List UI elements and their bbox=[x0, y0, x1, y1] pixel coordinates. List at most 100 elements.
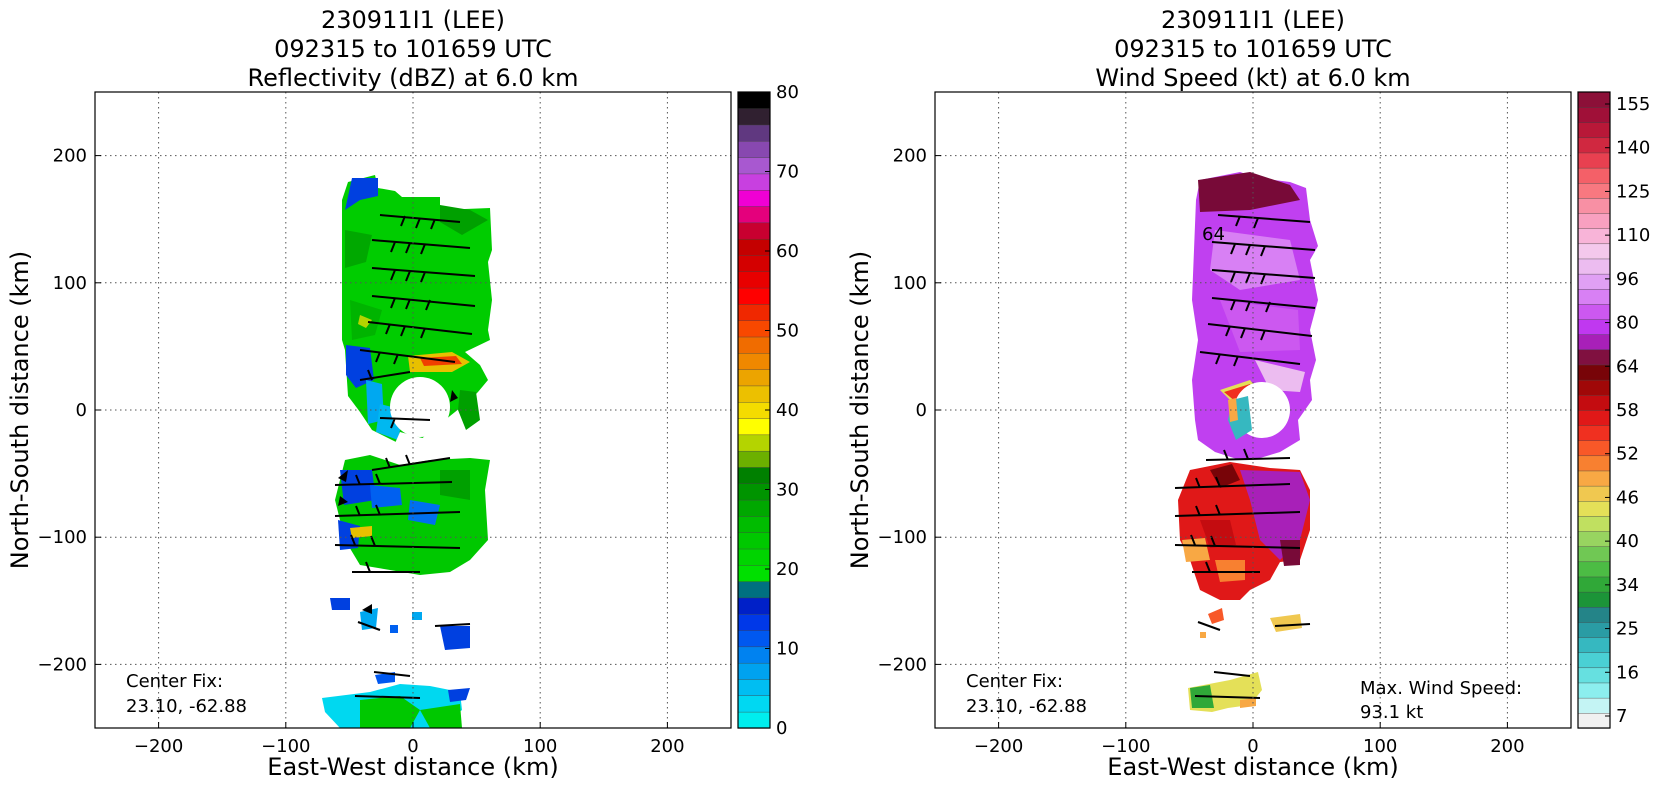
colorbar-segment bbox=[737, 417, 771, 436]
left-center-fix-label: Center Fix: bbox=[126, 671, 223, 692]
colorbar-segment bbox=[1577, 122, 1611, 139]
colorbar-segment bbox=[737, 91, 771, 109]
wind-speed-colorbar: 7 16 25 34 40 46 52 58 64 80 96 110 125 140 155 bbox=[1577, 91, 1650, 729]
colorbar-segment bbox=[1577, 712, 1611, 729]
colorbar-tick-label: 52 bbox=[1616, 444, 1639, 465]
colorbar-segment bbox=[1577, 576, 1611, 593]
colorbar-segment bbox=[1577, 546, 1611, 563]
colorbar-tick-label: 155 bbox=[1616, 94, 1650, 115]
colorbar-tick-label: 80 bbox=[1616, 313, 1639, 334]
colorbar-segment bbox=[737, 499, 771, 517]
colorbar-segment bbox=[737, 695, 771, 713]
right-x-axis-label: East-West distance (km) bbox=[1107, 753, 1398, 781]
colorbar-tick-label: 96 bbox=[1616, 269, 1639, 290]
x-tick-label: 100 bbox=[1363, 736, 1397, 757]
colorbar-segment bbox=[1577, 697, 1611, 714]
colorbar-segment bbox=[737, 434, 771, 452]
right-y-axis-label: North-South distance (km) bbox=[846, 251, 874, 570]
colorbar-segment bbox=[1577, 606, 1611, 623]
colorbar-segment bbox=[737, 287, 771, 305]
reflectivity-panel: 230911I1 (LEE) 092315 to 101659 UTC Refl… bbox=[6, 6, 799, 781]
y-tick-label: −200 bbox=[38, 654, 87, 675]
colorbar-segment bbox=[1577, 530, 1611, 547]
colorbar-tick-label: 58 bbox=[1616, 400, 1639, 421]
colorbar-tick-label: 70 bbox=[776, 162, 799, 183]
colorbar-tick-label: 0 bbox=[776, 718, 787, 739]
colorbar-tick-label: 20 bbox=[776, 559, 799, 580]
right-field-title: Wind Speed (kt) at 6.0 km bbox=[1095, 64, 1410, 92]
colorbar-segment bbox=[1577, 667, 1611, 684]
colorbar-segment bbox=[737, 173, 771, 191]
right-chart-title: 230911I1 (LEE) bbox=[1161, 6, 1345, 34]
y-tick-label: 200 bbox=[53, 146, 87, 167]
right-wind-barbs bbox=[1174, 214, 1316, 699]
left-wind-barbs bbox=[334, 214, 476, 699]
colorbar-segment bbox=[1577, 409, 1611, 426]
colorbar-tick-label: 16 bbox=[1616, 662, 1639, 683]
colorbar-segment bbox=[737, 466, 771, 484]
colorbar-segment bbox=[737, 711, 771, 729]
colorbar-segment bbox=[1577, 167, 1611, 184]
colorbar-segment bbox=[737, 548, 771, 566]
colorbar-segment bbox=[1577, 621, 1611, 638]
colorbar-segment bbox=[737, 140, 771, 158]
wind-speed-panel: 230911I1 (LEE) 092315 to 101659 UTC Wind… bbox=[846, 6, 1650, 781]
right-axis-ticks: −200 −100 0 100 200 200 100 0 −100 −200 bbox=[878, 146, 1525, 757]
colorbar-tick-label: 34 bbox=[1616, 575, 1639, 596]
colorbar-segment bbox=[1577, 303, 1611, 320]
colorbar-tick-label: 40 bbox=[776, 400, 799, 421]
colorbar-segment bbox=[737, 320, 771, 338]
colorbar-segment bbox=[737, 532, 771, 550]
colorbar-segment bbox=[1577, 182, 1611, 199]
colorbar-segment bbox=[1577, 561, 1611, 578]
x-tick-label: 100 bbox=[523, 736, 557, 757]
colorbar-segment bbox=[1577, 470, 1611, 487]
y-tick-label: −100 bbox=[878, 527, 927, 548]
colorbar-segment bbox=[1577, 334, 1611, 351]
colorbar-segment bbox=[1577, 137, 1611, 154]
colorbar-segment bbox=[737, 483, 771, 501]
colorbar-segment bbox=[737, 662, 771, 680]
colorbar-segment bbox=[1577, 152, 1611, 169]
colorbar-segment bbox=[1577, 424, 1611, 441]
colorbar-segment bbox=[1577, 636, 1611, 653]
y-tick-label: 100 bbox=[893, 273, 927, 294]
colorbar-segment bbox=[1577, 394, 1611, 411]
colorbar-tick-label: 40 bbox=[1616, 531, 1639, 552]
right-chart-subtitle: 092315 to 101659 UTC bbox=[1114, 35, 1392, 63]
y-tick-label: −200 bbox=[878, 654, 927, 675]
left-field-title: Reflectivity (dBZ) at 6.0 km bbox=[248, 64, 579, 92]
colorbar-tick-label: 25 bbox=[1616, 619, 1639, 640]
colorbar-segment bbox=[737, 597, 771, 615]
colorbar-tick-label: 125 bbox=[1616, 181, 1650, 202]
colorbar-tick-label: 50 bbox=[776, 321, 799, 342]
colorbar-segment bbox=[1577, 243, 1611, 260]
y-tick-label: 0 bbox=[76, 400, 87, 421]
colorbar-segment bbox=[737, 222, 771, 240]
left-radar-field bbox=[322, 175, 492, 728]
colorbar-segment bbox=[737, 124, 771, 142]
colorbar-segment bbox=[1577, 515, 1611, 532]
colorbar-segment bbox=[737, 336, 771, 354]
colorbar-segment bbox=[737, 254, 771, 272]
colorbar-segment bbox=[1577, 591, 1611, 608]
colorbar-segment bbox=[1577, 349, 1611, 366]
colorbar-segment bbox=[1577, 106, 1611, 123]
colorbar-segment bbox=[1577, 379, 1611, 396]
x-tick-label: 200 bbox=[1490, 736, 1524, 757]
reflectivity-colorbar: 0 10 20 30 40 50 60 70 80 bbox=[737, 82, 799, 739]
colorbar-tick-label: 110 bbox=[1616, 225, 1650, 246]
colorbar-segment bbox=[1577, 682, 1611, 699]
left-grid bbox=[95, 92, 731, 728]
colorbar-segment bbox=[737, 564, 771, 582]
right-wind-field bbox=[1178, 172, 1318, 712]
y-tick-label: 200 bbox=[893, 146, 927, 167]
colorbar-segment bbox=[737, 678, 771, 696]
colorbar-segment bbox=[1577, 197, 1611, 214]
colorbar-segment bbox=[1577, 364, 1611, 381]
colorbar-segment bbox=[737, 629, 771, 648]
x-tick-label: 200 bbox=[650, 736, 684, 757]
colorbar-segment bbox=[737, 189, 771, 207]
colorbar-segment bbox=[737, 515, 771, 533]
